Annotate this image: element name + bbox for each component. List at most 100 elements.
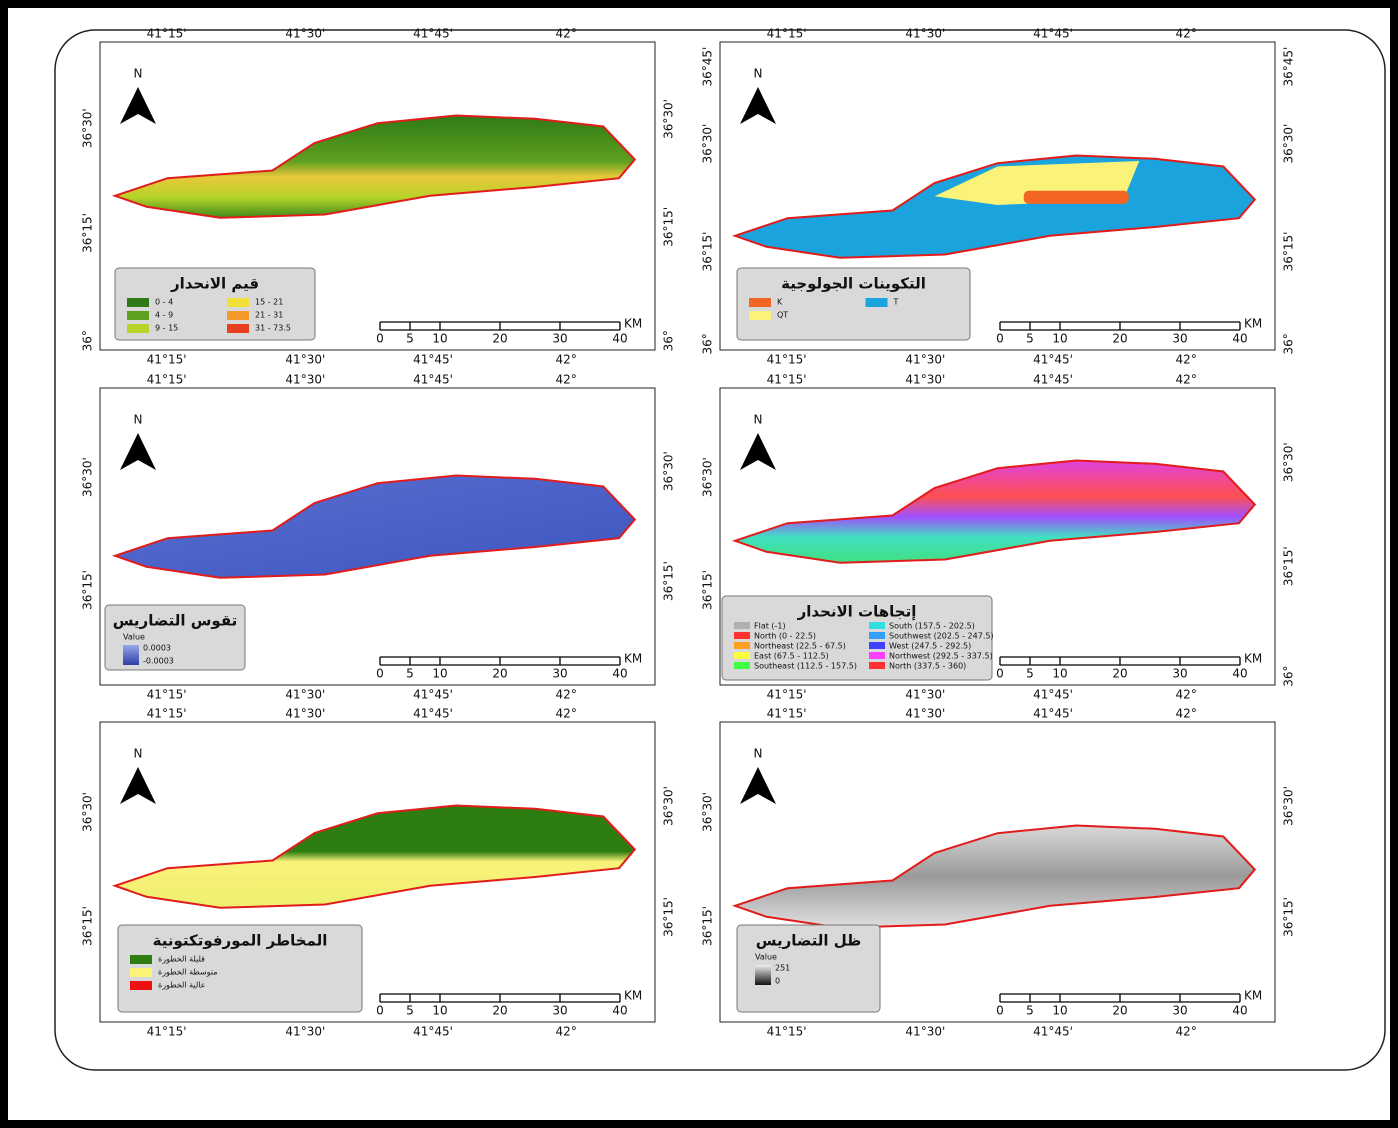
scale-label: 20 [1112,332,1127,346]
right-coordinate: 36°15' [1282,897,1296,937]
scale-label: 10 [1052,332,1067,346]
legend-swatch [749,311,771,320]
legend-label: 251 [775,964,790,973]
legend-swatch [227,311,249,320]
legend-swatch [127,311,149,320]
bottom-coordinate: 41°30' [285,688,325,702]
scale-unit: KM [624,317,642,331]
scale-unit: KM [624,989,642,1003]
scale-label: 5 [406,667,414,681]
top-coordinate: 41°15' [147,373,187,387]
right-coordinate: 36° [662,330,676,351]
bottom-coordinate: 41°45' [1033,688,1073,702]
bottom-coordinate: 41°30' [905,1025,945,1039]
scale-label: 0 [376,667,384,681]
legend-label: 4 - 9 [155,311,173,320]
legend-swatch [227,324,249,333]
scale-label: 40 [612,667,627,681]
north-label: N [134,67,143,81]
legend-value: Value [755,953,777,962]
legend-label: Southeast (112.5 - 157.5) [754,662,857,671]
right-coordinate: 36° [1282,665,1296,686]
legend-label: East (67.5 - 112.5) [754,652,829,661]
scale-label: 30 [1172,1004,1187,1018]
top-coordinate: 41°30' [285,373,325,387]
scale-label: 5 [406,332,414,346]
legend-label: متوسطة الخطورة [158,968,218,977]
legend-label: Northeast (22.5 - 67.5) [754,642,846,651]
left-coordinate: 36°15' [81,570,95,610]
top-coordinate: 41°30' [905,707,945,721]
top-coordinate: 41°15' [767,373,807,387]
legend-swatch [869,642,885,649]
legend-title: ظل التضاريس [756,932,862,950]
bottom-coordinate: 41°45' [1033,353,1073,367]
k-zone [1024,191,1129,204]
legend-title: المخاطر المورفوتكتونية [153,932,328,950]
scale-label: 20 [492,1004,507,1018]
bottom-coordinate: 41°15' [767,353,807,367]
legend-swatch [127,298,149,307]
bottom-coordinate: 41°15' [147,1025,187,1039]
scale-label: 10 [432,1004,447,1018]
top-coordinate: 42° [556,27,577,41]
left-coordinate: 36°30' [701,124,715,164]
legend-swatch [869,622,885,629]
scale-label: 30 [552,667,567,681]
legend-swatch [866,298,888,307]
legend-label: North (0 - 22.5) [754,632,816,641]
scale-label: 20 [1112,1004,1127,1018]
right-coordinate: 36°30' [1282,124,1296,164]
top-coordinate: 41°45' [413,707,453,721]
legend-title: إتجاهات الانحدار [797,603,917,621]
legend-label: QT [777,311,788,320]
scale-unit: KM [1244,317,1262,331]
scale-label: 10 [1052,1004,1067,1018]
left-coordinate: 36°15' [701,570,715,610]
scale-label: 40 [1232,1004,1247,1018]
right-coordinate: 36°30' [662,786,676,826]
bottom-coordinate: 41°45' [413,353,453,367]
right-coordinate: 36°15' [662,561,676,601]
legend-swatch [734,642,750,649]
bottom-coordinate: 41°30' [905,688,945,702]
top-coordinate: 41°15' [147,707,187,721]
legend-label: قليلة الخطورة [158,955,205,964]
legend-label: Flat (-1) [754,622,786,631]
scale-label: 40 [1232,667,1247,681]
scale-label: 30 [552,332,567,346]
left-coordinate: 36°30' [81,792,95,832]
scale-label: 40 [1232,332,1247,346]
scale-label: 0 [996,667,1004,681]
legend-swatch [869,662,885,669]
figure: N 41°15' 41°30' 41°45' 42° 41°15' 41°30' 41°45'… [0,0,1398,1128]
legend-swatch [227,298,249,307]
scale-label: 20 [1112,667,1127,681]
legend-label: North (337.5 - 360) [889,662,966,671]
bottom-coordinate: 41°30' [285,1025,325,1039]
legend-swatch [734,632,750,639]
legend-title: قيم الانحدار [170,275,259,293]
legend-label: 21 - 31 [255,311,283,320]
north-label: N [754,413,763,427]
top-coordinate: 41°45' [1033,373,1073,387]
legend-label: عالية الخطورة [158,981,205,990]
right-coordinate: 36°15' [662,897,676,937]
legend-label: 15 - 21 [255,298,283,307]
bottom-coordinate: 42° [1176,688,1197,702]
top-coordinate: 41°30' [285,27,325,41]
bottom-coordinate: 41°45' [413,688,453,702]
top-coordinate: 41°15' [767,707,807,721]
bottom-coordinate: 41°45' [413,1025,453,1039]
scale-label: 0 [996,332,1004,346]
left-coordinate: 36° [81,330,95,351]
scale-unit: KM [624,652,642,666]
bottom-coordinate: 41°15' [147,353,187,367]
legend-swatch [127,324,149,333]
north-label: N [134,747,143,761]
legend-label: West (247.5 - 292.5) [889,642,971,651]
top-coordinate: 42° [556,373,577,387]
legend-label: 0 [775,977,780,986]
left-coordinate: 36°15' [81,213,95,253]
scale-label: 20 [492,332,507,346]
